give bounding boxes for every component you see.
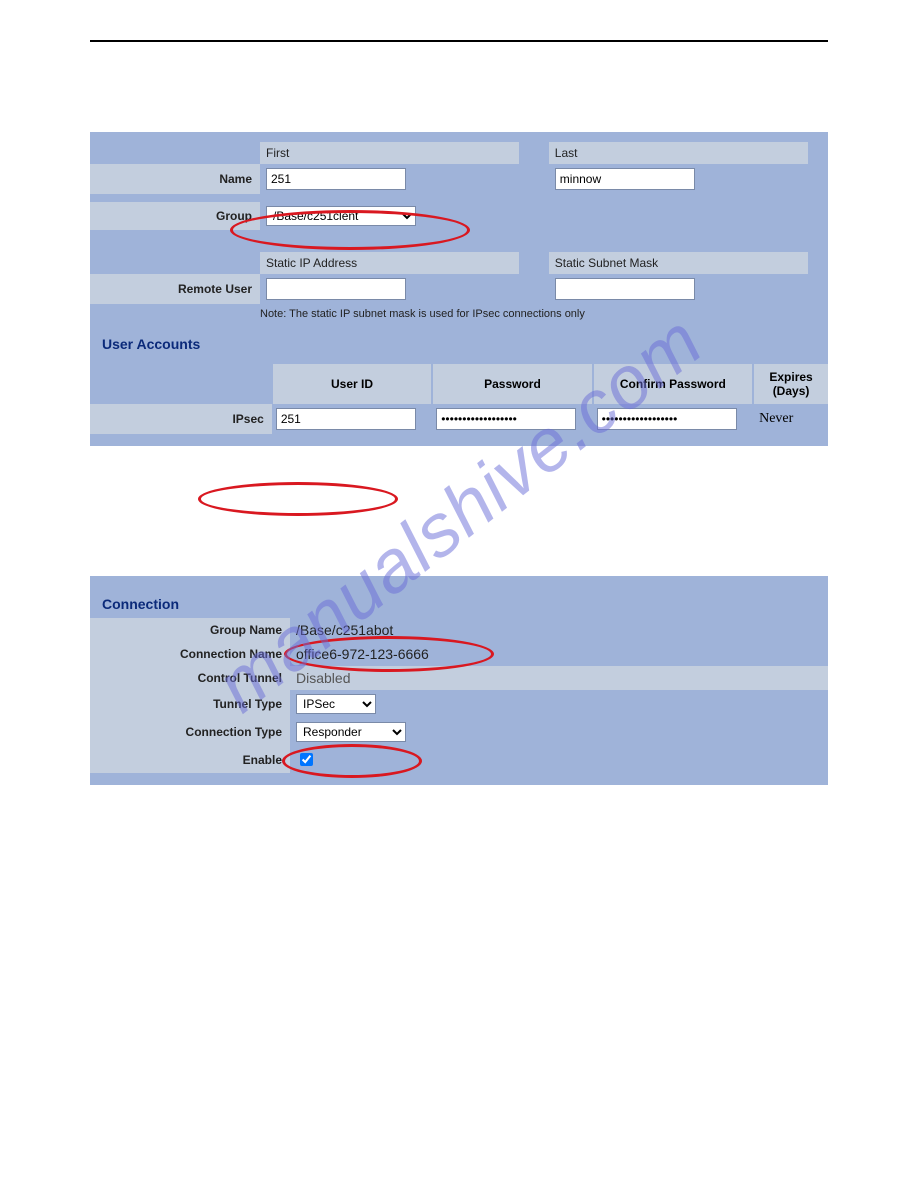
connection-title: Connection [90, 586, 828, 618]
static-ip-input[interactable] [266, 278, 406, 300]
userid-col: User ID [272, 364, 432, 404]
note-text: Note: The static IP subnet mask is used … [260, 304, 828, 326]
enable-checkbox[interactable] [300, 753, 313, 766]
tunnel-type-select[interactable]: IPSec [296, 694, 376, 714]
user-form-panel: First Last Name Group /Base/c251clent S [90, 132, 828, 446]
expires-value: Never [753, 404, 828, 434]
group-name-label: Group Name [90, 618, 290, 642]
connection-name-label: Connection Name [90, 642, 290, 666]
control-tunnel-label: Control Tunnel [90, 666, 290, 690]
group-label: Group [90, 202, 260, 230]
password-input[interactable] [436, 408, 576, 430]
static-mask-header: Static Subnet Mask [549, 252, 808, 274]
static-ip-header: Static IP Address [260, 252, 519, 274]
remote-user-label: Remote User [90, 274, 260, 304]
confirm-input[interactable] [597, 408, 737, 430]
confirm-col: Confirm Password [593, 364, 753, 404]
top-rule [90, 40, 828, 42]
expires-col: Expires(Days) [753, 364, 828, 404]
connection-type-label: Connection Type [90, 718, 290, 746]
name-last-input[interactable] [555, 168, 695, 190]
userid-input[interactable] [276, 408, 416, 430]
password-col: Password [432, 364, 592, 404]
connection-type-select[interactable]: Responder [296, 722, 406, 742]
enable-label: Enable [90, 746, 290, 773]
last-header: Last [549, 142, 808, 164]
name-label: Name [90, 164, 260, 194]
group-select[interactable]: /Base/c251clent [266, 206, 416, 226]
first-header: First [260, 142, 519, 164]
control-tunnel-value: Disabled [290, 666, 828, 690]
tunnel-type-label: Tunnel Type [90, 690, 290, 718]
annotation-circle [198, 482, 398, 516]
connection-panel: Connection Group Name /Base/c251abot Con… [90, 576, 828, 785]
user-accounts-title: User Accounts [90, 326, 828, 358]
ipsec-row-label: IPsec [90, 404, 272, 434]
connection-name-value: office6-972-123-6666 [290, 642, 828, 666]
static-mask-input[interactable] [555, 278, 695, 300]
name-first-input[interactable] [266, 168, 406, 190]
group-name-value: /Base/c251abot [290, 618, 828, 642]
